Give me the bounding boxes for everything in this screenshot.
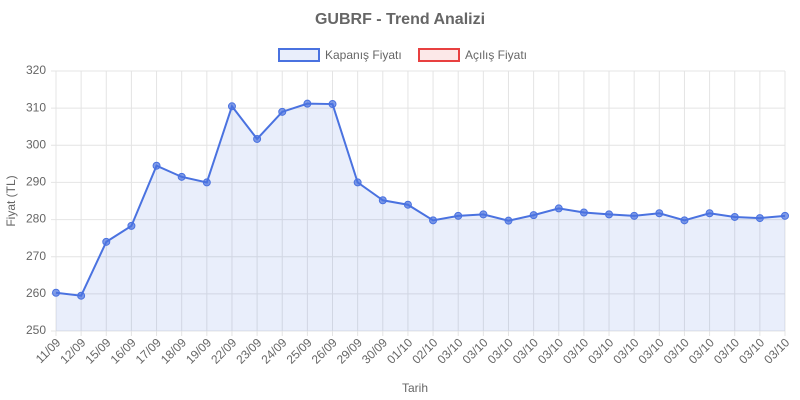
point <box>52 288 60 297</box>
y-tick-label: 270 <box>26 249 46 263</box>
point <box>479 210 488 219</box>
x-tick-label: 15/09 <box>83 335 114 366</box>
x-tick-label: 22/09 <box>208 335 239 366</box>
x-tick-label: 03/10 <box>434 335 465 366</box>
x-tick-label: 01/10 <box>384 335 415 366</box>
x-tick-label: 03/10 <box>661 335 692 366</box>
point <box>102 237 111 246</box>
x-axis-label: Tarih <box>402 381 428 395</box>
x-tick-label: 11/09 <box>33 335 64 366</box>
y-tick-label: 280 <box>26 212 46 226</box>
point <box>152 161 161 170</box>
y-tick-label: 310 <box>26 100 46 114</box>
point <box>705 209 714 218</box>
point <box>755 214 764 223</box>
y-tick-label: 300 <box>26 137 46 151</box>
x-tick-label: 03/10 <box>535 335 566 366</box>
y-tick-label: 250 <box>26 323 46 337</box>
x-tick-label: 03/10 <box>510 335 541 366</box>
y-tick-label: 260 <box>26 286 46 300</box>
point <box>630 211 639 220</box>
point <box>378 196 387 205</box>
x-tick-label: 26/09 <box>309 335 340 366</box>
point <box>680 216 689 225</box>
y-tick-label: 290 <box>26 175 46 189</box>
point <box>328 100 337 109</box>
point <box>504 216 513 225</box>
x-tick-label: 23/09 <box>233 335 264 366</box>
point <box>529 211 538 220</box>
point <box>127 221 136 230</box>
point <box>579 208 588 217</box>
legend-label: Açılış Fiyatı <box>465 48 527 62</box>
point <box>303 99 312 108</box>
point <box>227 102 236 111</box>
y-axis-label: Fiyat (TL) <box>4 175 18 226</box>
x-tick-label: 03/10 <box>485 335 516 366</box>
x-tick-label: 03/10 <box>761 335 792 366</box>
point <box>655 209 664 218</box>
x-tick-label: 03/10 <box>585 335 616 366</box>
x-tick-label: 18/09 <box>158 335 189 366</box>
chart-title: GUBRF - Trend Analizi <box>315 11 485 28</box>
point <box>454 211 463 220</box>
point <box>77 291 86 300</box>
legend-swatch <box>278 48 320 62</box>
x-tick-label: 12/09 <box>57 335 88 366</box>
x-tick-label: 03/10 <box>460 335 491 366</box>
legend-label: Kapanış Fiyatı <box>325 48 402 62</box>
x-tick-label: 25/09 <box>284 335 315 366</box>
x-tick-label: 29/09 <box>334 335 365 366</box>
x-tick-label: 03/10 <box>686 335 717 366</box>
point <box>554 204 563 213</box>
x-tick-label: 19/09 <box>183 335 214 366</box>
point <box>730 212 739 221</box>
point <box>177 172 186 181</box>
point <box>202 178 211 187</box>
x-tick-label: 16/09 <box>108 335 139 366</box>
point <box>429 216 438 225</box>
x-tick-label: 03/10 <box>610 335 641 366</box>
point <box>278 107 287 116</box>
x-tick-label: 24/09 <box>258 335 289 366</box>
point <box>605 210 614 219</box>
x-tick-label: 03/10 <box>636 335 667 366</box>
point <box>781 211 789 220</box>
point <box>353 178 362 187</box>
legend-swatch <box>418 48 460 62</box>
area <box>56 103 785 331</box>
x-tick-label: 30/09 <box>359 335 390 366</box>
x-tick-label: 02/10 <box>409 335 440 366</box>
x-tick-label: 03/10 <box>711 335 742 366</box>
point <box>403 200 412 209</box>
x-tick-label: 03/10 <box>736 335 767 366</box>
x-tick-label: 17/09 <box>133 335 164 366</box>
point <box>253 134 262 143</box>
line <box>55 102 786 297</box>
x-tick-label: 03/10 <box>560 335 591 366</box>
y-tick-label: 320 <box>26 63 46 77</box>
